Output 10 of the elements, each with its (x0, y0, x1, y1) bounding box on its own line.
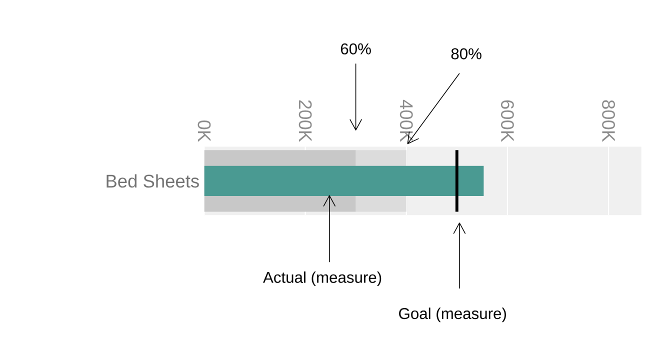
x-tick-label: 200K (298, 100, 312, 142)
text: 60% (340, 43, 371, 54)
text: Goal (measure) (399, 307, 506, 322)
x-tick-label: 600K (500, 100, 514, 142)
text: Actual (measure) (263, 271, 382, 286)
y-tick-label: Bed Sheets (106, 174, 199, 188)
x-tick-label: 400K (400, 100, 413, 142)
text: 80% (451, 48, 482, 60)
x-tick-label: 0K (198, 120, 211, 142)
x-tick-label: 800K (602, 100, 615, 142)
